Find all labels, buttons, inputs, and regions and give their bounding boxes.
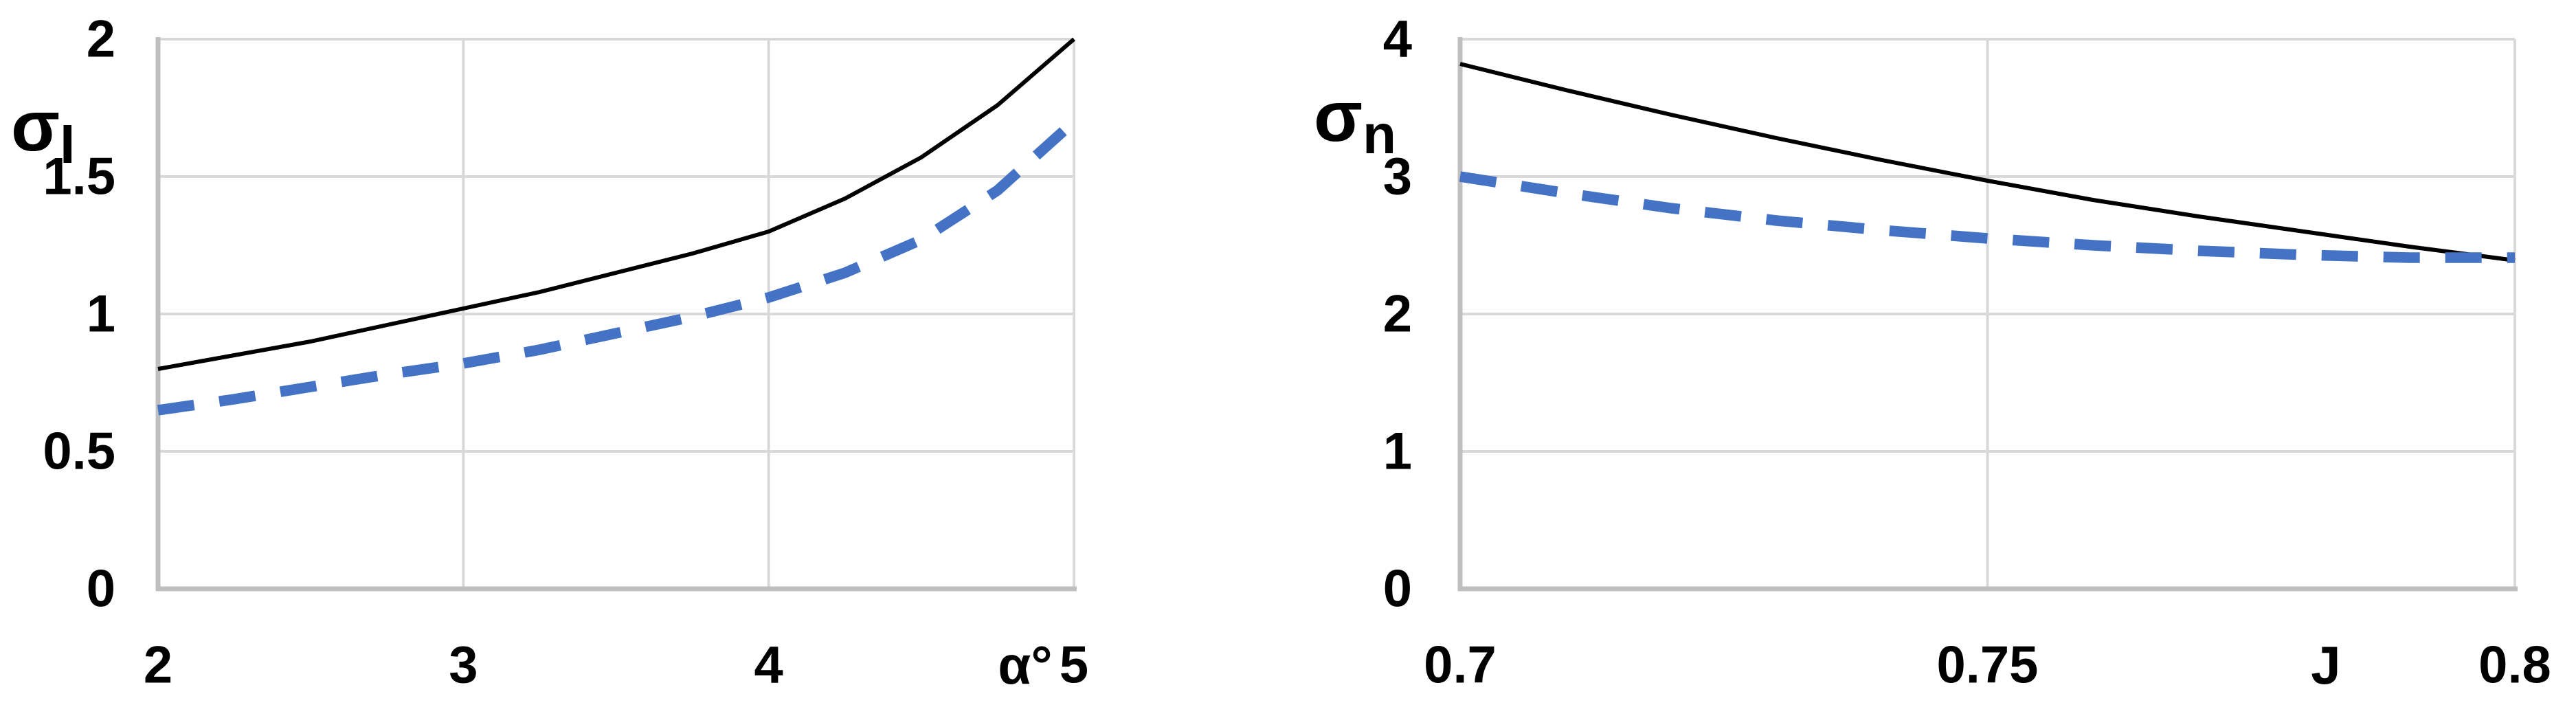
right-x-tick-label: 0.75	[1937, 636, 2039, 695]
left-y-tick-label: 0.5	[43, 423, 115, 481]
right-x-axis-unit-label: J	[2311, 635, 2340, 695]
left-y-tick-label: 0	[87, 560, 115, 618]
left-x-axis-unit-label: α°	[998, 635, 1052, 695]
sigma-symbol: σ	[11, 87, 60, 166]
right-x-tick-label: 0.7	[1424, 636, 1497, 695]
left-solid-black-line	[157, 37, 1075, 371]
left-y-tick-label: 2	[87, 10, 115, 69]
sigma-subscript: n	[1363, 104, 1397, 165]
left-x-tick-label: 4	[754, 636, 783, 695]
right-y-tick-label: 2	[1383, 285, 1412, 344]
right-y-tick-label: 4	[1383, 10, 1412, 69]
right-dashed-blue-line	[1459, 171, 2515, 263]
left-chart-y-axis-label: σI	[11, 91, 75, 172]
left-y-tick-label: 1.5	[43, 148, 115, 206]
right-x-tick-label: 0.8	[2478, 636, 2551, 695]
left-x-tick-label: 3	[449, 636, 478, 695]
right-solid-black-line	[1459, 62, 2516, 262]
sigma-symbol: σ	[1314, 77, 1363, 157]
left-x-tick-label: 5	[1060, 636, 1088, 695]
left-x-tick-label: 2	[144, 636, 172, 695]
left-y-tick-label: 1	[87, 285, 115, 344]
right-y-tick-label: 1	[1383, 423, 1412, 481]
right-y-tick-label: 3	[1383, 148, 1412, 206]
right-y-tick-label: 0	[1383, 560, 1412, 618]
sigma-subscript: I	[60, 113, 76, 175]
left-dashed-blue-line	[157, 117, 1078, 416]
right-chart-y-axis-label: σn	[1314, 81, 1396, 162]
